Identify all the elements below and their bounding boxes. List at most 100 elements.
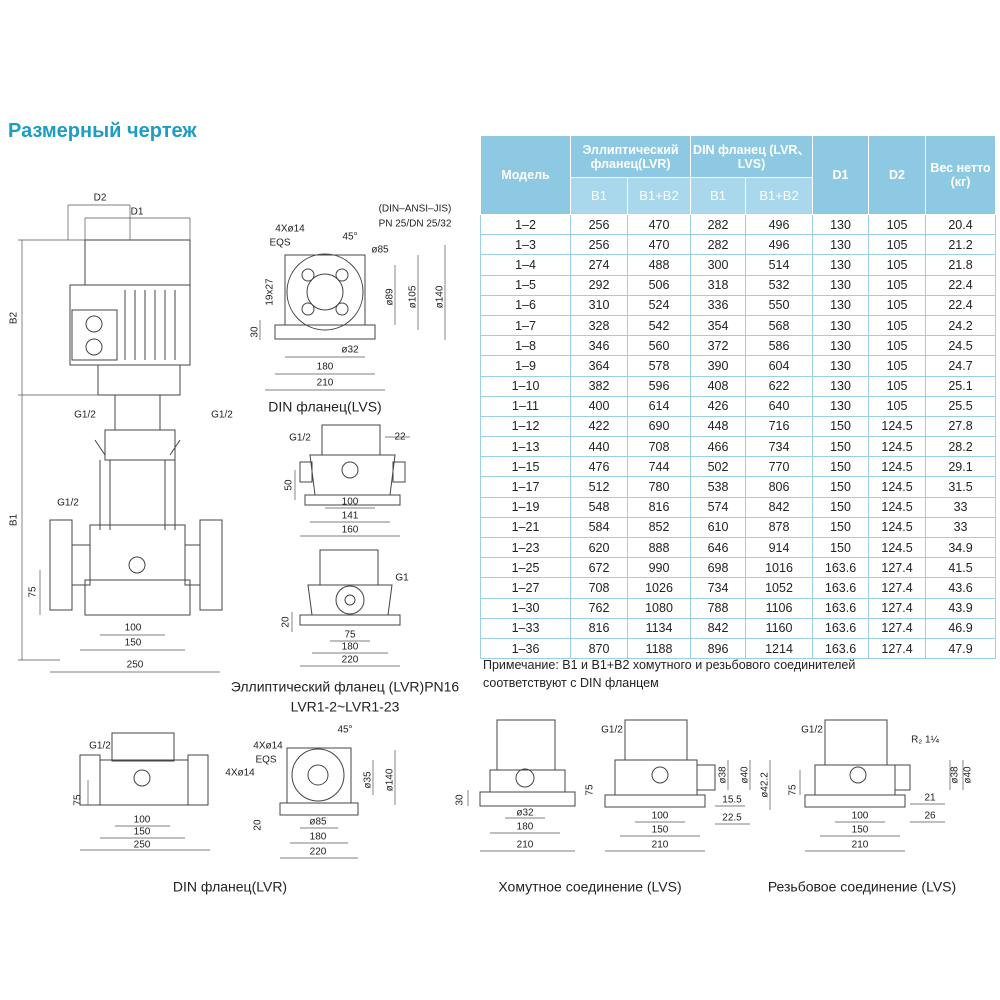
dimension-label: (DIN–ANSI–JIS) <box>379 204 452 215</box>
header-cell: Эллиптический фланец(LVR) <box>569 135 692 178</box>
table-cell: 466 <box>690 436 747 458</box>
table-cell: 124.5 <box>868 536 927 559</box>
table-cell: 476 <box>570 456 628 478</box>
dimension-label: 210 <box>517 840 534 851</box>
table-cell: 1–30 <box>480 597 571 619</box>
table-cell: 646 <box>690 536 747 559</box>
table-cell: 596 <box>626 375 692 397</box>
table-cell: 282 <box>690 213 747 236</box>
table-cell: 734 <box>745 436 814 458</box>
dimension-label: ø85 <box>309 817 327 828</box>
table-cell: 24.2 <box>925 314 997 337</box>
table-cell: 150 <box>812 436 870 458</box>
dimension-label: 100 <box>342 497 359 508</box>
drawing-caption: Резьбовое соединение (LVS) <box>768 879 956 895</box>
table-cell: 124.5 <box>868 516 927 539</box>
table-cell: 1–12 <box>480 415 571 438</box>
table-cell: 318 <box>690 274 747 296</box>
side-a-drawing <box>299 424 406 506</box>
dimension-label: 45° <box>342 232 357 243</box>
table-row: 1–2 256 470 282 496 130 105 20.4 <box>480 213 997 236</box>
dimension-label: G1/2 <box>601 725 623 736</box>
dimension-label: 150 <box>852 825 869 836</box>
table-cell: 1–7 <box>480 314 571 337</box>
dimension-label: ø140 <box>385 768 396 791</box>
table-cell: 1106 <box>745 597 814 619</box>
dimension-label: EQS <box>255 755 276 766</box>
table-cell: 127.4 <box>868 577 927 599</box>
table-cell: 622 <box>745 375 814 397</box>
dimension-label: 141 <box>342 511 359 522</box>
header-cell: Модель <box>480 135 571 215</box>
table-row: 1–5 292 506 318 532 130 105 22.4 <box>480 274 997 296</box>
table-cell: 130 <box>812 314 870 337</box>
table-cell: 163.6 <box>812 557 870 579</box>
pump-dimensions <box>18 204 220 673</box>
table-cell: 502 <box>690 456 747 478</box>
table-row: 1–3 256 470 282 496 130 105 21.2 <box>480 234 997 256</box>
note: Примечание: B1 и B1+B2 хомутного и резьб… <box>483 658 856 690</box>
table-row: 1–13 440 708 466 734 150 124.5 28.2 <box>480 436 997 458</box>
side-b-dimensions <box>291 612 400 667</box>
table-cell: 1–17 <box>480 476 571 498</box>
table-row: 1–8 346 560 372 586 130 105 24.5 <box>480 335 997 357</box>
dimension-label: 30 <box>455 794 466 806</box>
table-cell: 1–19 <box>480 496 571 518</box>
table-row: 1–4 274 488 300 514 130 105 21.8 <box>480 254 997 276</box>
table-cell: 22.4 <box>925 294 997 316</box>
dimension-label: B2 <box>9 311 20 324</box>
table-cell: 21.2 <box>925 234 997 256</box>
dimension-label: 20 <box>281 616 292 628</box>
drawing-caption: Хомутное соединение (LVS) <box>498 879 681 895</box>
dimension-label: 22 <box>394 432 406 443</box>
table-cell: 346 <box>570 335 628 357</box>
dimension-label: R₂ 1¼ <box>911 734 939 746</box>
din-lvr-drawing <box>79 732 359 816</box>
dimension-label: 210 <box>652 840 669 851</box>
table-row: 1–27 708 1026 734 1052 163.6 127.4 43.6 <box>480 577 997 599</box>
table-cell: 105 <box>868 395 927 417</box>
table-cell: 1–3 <box>480 234 571 256</box>
table-cell: 542 <box>626 314 692 337</box>
table-cell: 1134 <box>626 617 692 639</box>
dimension-label: 4Xø14 <box>253 741 283 752</box>
table-row: 1–9 364 578 390 604 130 105 24.7 <box>480 355 997 377</box>
table-row: 1–19 548 816 574 842 150 124.5 33 <box>480 496 997 518</box>
table-cell: 426 <box>690 395 747 417</box>
dimension-label: B1 <box>9 513 20 526</box>
table-row: 1–15 476 744 502 770 150 124.5 29.1 <box>480 456 997 478</box>
table-cell: 408 <box>690 375 747 397</box>
dimension-label: EQS <box>269 238 290 249</box>
table-cell: 488 <box>626 254 692 276</box>
table-cell: 870 <box>570 637 628 660</box>
table-cell: 620 <box>570 536 628 559</box>
table-cell: 914 <box>745 536 814 559</box>
table-row: 1–30 762 1080 788 1106 163.6 127.4 43.9 <box>480 597 997 619</box>
dimension-label: 75 <box>788 784 799 796</box>
table-cell: 1–25 <box>480 557 571 579</box>
table-cell: 1–9 <box>480 355 571 377</box>
table-cell: 470 <box>626 213 692 236</box>
table-cell: 31.5 <box>925 476 997 498</box>
dimension-label: 75 <box>344 630 356 641</box>
dimension-label: D2 <box>94 193 107 204</box>
table-row: 1–17 512 780 538 806 150 124.5 31.5 <box>480 476 997 498</box>
table-row: 1–23 620 888 646 914 150 124.5 34.9 <box>480 536 997 559</box>
table-cell: 842 <box>690 617 747 639</box>
table-cell: 640 <box>745 395 814 417</box>
table-row: 1–7 328 542 354 568 130 105 24.2 <box>480 314 997 337</box>
dimension-label: 30 <box>250 326 261 338</box>
header-cell: B1+B2 <box>745 177 814 215</box>
dimension-label: 220 <box>342 655 359 666</box>
page-title: Размерный чертеж <box>8 120 197 142</box>
dimension-label: 100 <box>852 811 869 822</box>
table-cell: 400 <box>570 395 628 417</box>
table-cell: 274 <box>570 254 628 276</box>
table-cell: 163.6 <box>812 577 870 599</box>
dimension-label: ø38 <box>950 766 961 784</box>
table-cell: 1026 <box>626 577 692 599</box>
table-cell: 1–13 <box>480 436 571 458</box>
side-a-dimensions <box>294 436 410 537</box>
table-cell: 127.4 <box>868 597 927 619</box>
